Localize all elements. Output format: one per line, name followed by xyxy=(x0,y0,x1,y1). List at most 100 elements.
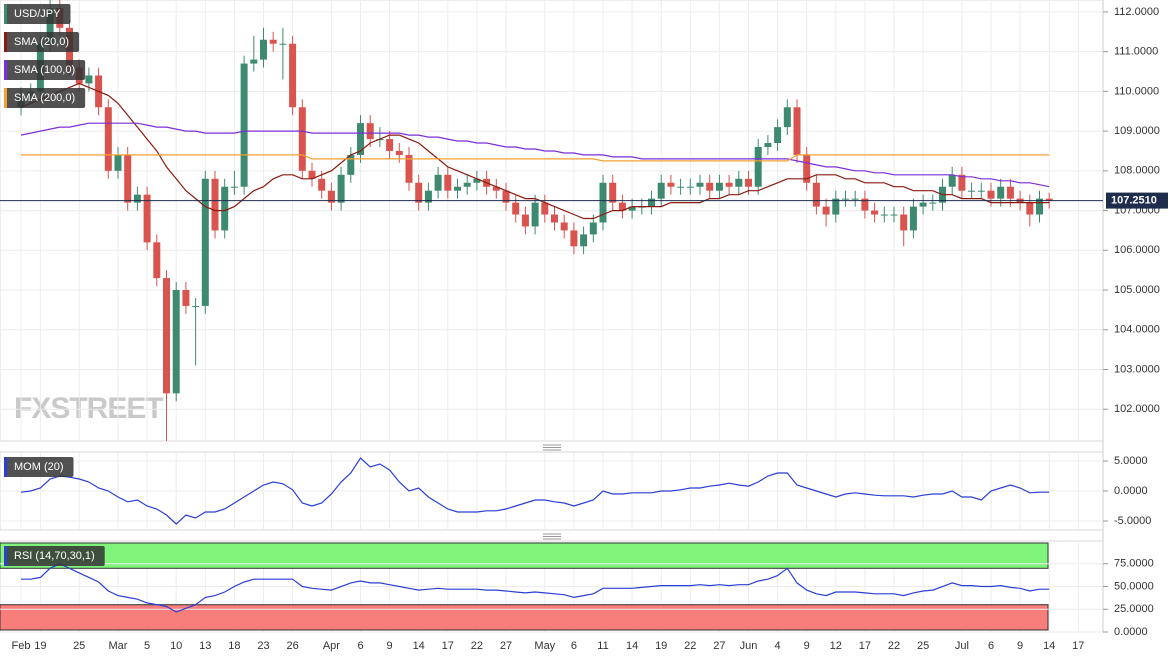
candle-body xyxy=(686,186,694,188)
x-tick-label: 27 xyxy=(500,640,512,652)
candle-body xyxy=(793,107,801,155)
candle-body xyxy=(580,234,588,247)
x-tick-label: 14 xyxy=(1043,640,1055,652)
panel-handle[interactable] xyxy=(543,533,561,540)
x-tick-label: 27 xyxy=(713,640,725,652)
candle-body xyxy=(628,206,636,211)
x-tick-label: 9 xyxy=(1017,640,1023,652)
candle-body xyxy=(1026,202,1034,215)
watermark: FXSTREET xyxy=(14,392,163,425)
candle-body xyxy=(803,154,811,183)
candle-body xyxy=(900,214,908,231)
candle-body xyxy=(298,107,306,171)
candle-body xyxy=(521,214,529,227)
legend-swatch xyxy=(4,60,7,80)
candle-body xyxy=(124,154,132,203)
y-tick-label: 105.0000 xyxy=(1114,284,1160,296)
x-tick-label: 9 xyxy=(804,640,810,652)
x-tick-label: 4 xyxy=(775,640,781,652)
candle-body xyxy=(143,194,151,243)
candle-body xyxy=(948,174,956,187)
y-tick-label: 0.0000 xyxy=(1114,626,1148,638)
candle-body xyxy=(444,174,452,191)
x-tick-label: 6 xyxy=(988,640,994,652)
candle-body xyxy=(774,127,782,144)
x-tick-label: Jun xyxy=(740,640,758,652)
panel-handle[interactable] xyxy=(543,444,561,451)
candle-body xyxy=(1045,198,1053,201)
candle-body xyxy=(182,290,190,306)
candle-body xyxy=(648,198,655,207)
x-tick-label: 23 xyxy=(257,640,269,652)
y-tick-label: 0.0000 xyxy=(1114,485,1148,497)
candle-body xyxy=(842,198,849,200)
sma-line xyxy=(21,154,1050,162)
y-tick-label: 112.0000 xyxy=(1114,6,1159,18)
x-tick-label: Jul xyxy=(955,640,969,652)
y-tick-label: 111.0000 xyxy=(1114,46,1158,58)
candle-body xyxy=(919,202,927,207)
last-price-label: 107.2510 xyxy=(1111,195,1157,207)
candle-body xyxy=(618,202,626,211)
candle-body xyxy=(337,174,345,203)
candle-body xyxy=(395,150,403,155)
candle-body xyxy=(289,43,297,108)
candle-body xyxy=(104,107,112,171)
candle-body xyxy=(473,178,481,183)
sma-line xyxy=(20,82,1050,220)
candle-body xyxy=(725,182,733,187)
candle-body xyxy=(909,206,917,231)
candle-body xyxy=(424,190,432,203)
y-tick-label: 110.0000 xyxy=(1114,85,1159,97)
x-tick-label: May xyxy=(534,640,555,652)
candle-body xyxy=(512,202,520,215)
overbought-band xyxy=(0,542,1049,569)
y-tick-label: 5.0000 xyxy=(1114,455,1148,467)
candle-body xyxy=(327,190,335,203)
legend-swatch xyxy=(4,88,7,108)
candle-body xyxy=(211,178,219,231)
x-tick-label: Feb xyxy=(12,640,31,652)
candle-body xyxy=(221,186,229,231)
candle-body xyxy=(551,214,558,223)
indicator-line xyxy=(20,457,1050,525)
candle-body xyxy=(531,202,539,227)
candle-body xyxy=(997,186,1005,199)
legend-box xyxy=(4,546,105,566)
candle-body xyxy=(570,230,578,247)
candle-body xyxy=(153,242,161,279)
candle-body xyxy=(260,39,267,60)
candle-body xyxy=(871,210,879,215)
legend-label: USD/JPY xyxy=(14,8,61,20)
candle-body xyxy=(405,154,413,183)
x-tick-label: 6 xyxy=(357,640,363,652)
x-tick-label: 25 xyxy=(917,640,929,652)
x-tick-label: 11 xyxy=(597,640,608,652)
candle-body xyxy=(46,7,54,44)
x-tick-label: 19 xyxy=(34,640,46,652)
candle-body xyxy=(163,278,170,394)
candle-body xyxy=(454,186,461,191)
candle-body xyxy=(677,186,685,188)
candle-body xyxy=(318,178,326,191)
candle-body xyxy=(861,198,869,211)
oversold-band xyxy=(0,604,1049,631)
candle-body xyxy=(541,202,549,215)
legend-swatch xyxy=(4,457,7,477)
candle-body xyxy=(560,222,568,231)
x-tick-label: 17 xyxy=(859,640,871,652)
x-tick-label: Mar xyxy=(109,640,128,652)
candle-body xyxy=(667,182,675,187)
candle-body xyxy=(968,190,976,192)
legend-box xyxy=(4,4,71,24)
candle-body xyxy=(463,182,471,187)
candle-body xyxy=(415,182,423,203)
y-tick-label: 104.0000 xyxy=(1114,324,1160,336)
candle-body xyxy=(1036,198,1043,215)
legend-box xyxy=(4,32,80,52)
candle-body xyxy=(958,174,966,191)
legend-label: SMA (200,0) xyxy=(14,92,75,104)
x-tick-label: 9 xyxy=(387,640,393,652)
candle-body xyxy=(745,178,752,187)
legend-box xyxy=(4,88,86,108)
